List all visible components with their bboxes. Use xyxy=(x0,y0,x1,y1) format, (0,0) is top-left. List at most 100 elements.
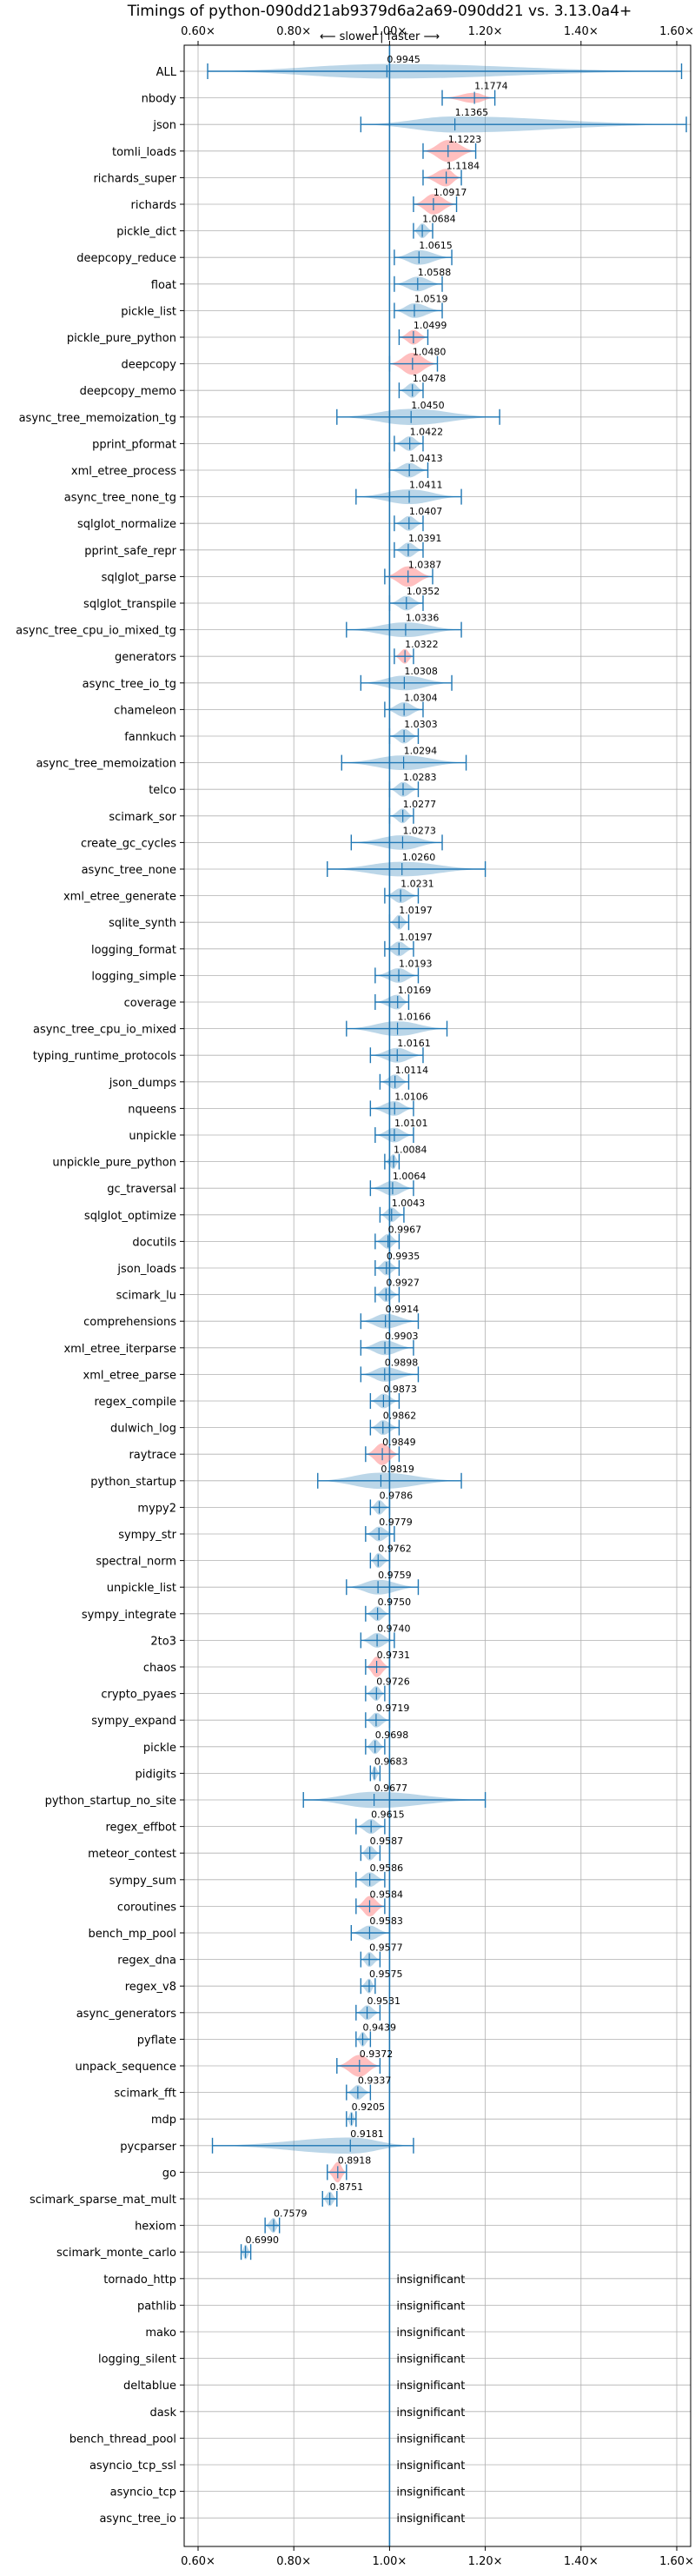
value-label: 0.9181 xyxy=(350,2128,384,2140)
benchmark-name-label: xml_etree_process xyxy=(71,465,176,478)
benchmark-name-label: crypto_pyaes xyxy=(101,1689,176,1702)
benchmark-name-label: pickle_list xyxy=(121,305,176,318)
benchmark-name-label: async_tree_cpu_io_mixed_tg xyxy=(16,625,176,638)
value-label: 0.9575 xyxy=(369,1969,403,1980)
benchmark-name-label: mdp xyxy=(151,2114,176,2127)
value-label: 1.0169 xyxy=(398,985,432,996)
benchmark-name-label: async_generators xyxy=(76,2008,177,2021)
value-label: 0.9967 xyxy=(388,1224,422,1235)
value-label: 1.0283 xyxy=(403,772,437,783)
benchmark-name-label: pycparser xyxy=(120,2141,176,2154)
value-label: 1.0166 xyxy=(398,1012,432,1023)
x-tick-label-bottom: 1.20× xyxy=(468,2555,503,2568)
benchmark-name-label: pprint_safe_repr xyxy=(84,545,176,558)
value-label: 0.9731 xyxy=(377,1650,411,1661)
value-label: 0.9587 xyxy=(370,1836,404,1847)
value-label: 1.0499 xyxy=(414,320,447,331)
value-label: 0.9849 xyxy=(382,1437,416,1448)
benchmark-name-label: coroutines xyxy=(117,1901,176,1914)
value-label: 0.9719 xyxy=(376,1703,410,1714)
benchmark-name-label: async_tree_memoization xyxy=(36,758,176,771)
value-label: 1.0391 xyxy=(408,533,442,544)
benchmark-name-label: asyncio_tcp xyxy=(110,2486,176,2500)
insignificant-label: insignificant xyxy=(396,2513,465,2526)
benchmark-name-label: unpickle xyxy=(129,1130,176,1143)
benchmark-name-label: sympy_integrate xyxy=(82,1609,176,1622)
value-label: 0.6990 xyxy=(246,2234,280,2246)
value-label: 0.9945 xyxy=(387,54,420,65)
benchmark-name-label: scimark_lu xyxy=(116,1290,176,1303)
x-tick-label-top: 0.80× xyxy=(276,25,311,38)
benchmark-name-label: pathlib xyxy=(137,2300,176,2313)
value-label: 1.1223 xyxy=(448,134,482,145)
benchmark-name-label: async_tree_none xyxy=(82,864,176,877)
value-label: 0.9898 xyxy=(385,1357,419,1368)
benchmark-name-label: chameleon xyxy=(114,704,176,717)
value-label: 0.9683 xyxy=(374,1756,408,1767)
value-label: 1.0615 xyxy=(419,240,453,251)
benchmark-name-label: comprehensions xyxy=(83,1316,176,1329)
insignificant-label: insignificant xyxy=(396,2354,465,2367)
value-label: 1.0478 xyxy=(413,373,447,384)
benchmark-name-label: sqlglot_optimize xyxy=(84,1210,176,1223)
value-label: 1.0917 xyxy=(434,187,467,198)
benchmark-name-label: hexiom xyxy=(135,2221,176,2234)
insignificant-label: insignificant xyxy=(396,2300,465,2313)
value-label: 0.9372 xyxy=(360,2048,394,2060)
benchmark-name-label: xml_etree_parse xyxy=(83,1369,176,1382)
benchmark-name-label: meteor_contest xyxy=(88,1848,176,1861)
value-label: 0.9750 xyxy=(378,1597,412,1608)
value-label: 1.0684 xyxy=(422,214,455,225)
x-tick-label-top: 1.20× xyxy=(468,25,503,38)
benchmark-name-label: sqlglot_transpile xyxy=(83,598,176,611)
benchmark-name-label: sympy_expand xyxy=(91,1715,176,1728)
benchmark-name-label: mako xyxy=(145,2327,176,2340)
benchmark-name-label: create_gc_cycles xyxy=(81,837,176,850)
benchmark-name-label: sqlite_synth xyxy=(109,917,176,930)
benchmark-name-label: unpickle_list xyxy=(107,1582,176,1595)
benchmark-name-label: pprint_pformat xyxy=(92,438,176,451)
value-label: 0.9205 xyxy=(352,2101,386,2113)
benchmark-name-label: telco xyxy=(149,784,176,797)
value-label: 1.0407 xyxy=(409,506,443,517)
marks-layer xyxy=(207,45,687,2546)
benchmark-name-label: fannkuch xyxy=(124,731,176,744)
benchmark-name-label: go xyxy=(162,2167,176,2180)
axis-layer: 0.60× 0.60× 0.80× 0.80× 1.00× 1.00× 1.20× 1.20×… xyxy=(16,25,694,2568)
benchmark-name-label: regex_compile xyxy=(94,1396,176,1409)
value-label: 1.0308 xyxy=(404,666,438,677)
value-label: 1.0450 xyxy=(411,400,445,411)
benchmark-name-label: deepcopy xyxy=(121,359,176,372)
benchmark-name-label: bench_mp_pool xyxy=(88,1928,176,1941)
value-label: 0.9584 xyxy=(369,1889,403,1900)
benchmark-name-label: async_tree_memoization_tg xyxy=(19,412,176,425)
value-label: 1.0114 xyxy=(395,1065,429,1076)
insignificant-label: insignificant xyxy=(396,2327,465,2340)
benchmark-name-label: gc_traversal xyxy=(107,1183,176,1196)
value-label: 0.9786 xyxy=(380,1490,414,1501)
x-tick-label-bottom: 1.60× xyxy=(659,2555,694,2568)
insignificant-label: insignificant xyxy=(396,2274,465,2287)
benchmark-name-label: unpickle_pure_python xyxy=(52,1157,176,1170)
benchmark-name-label: sqlglot_parse xyxy=(102,571,176,584)
benchmark-name-label: regex_effbot xyxy=(105,1822,176,1835)
x-tick-label-top: 1.40× xyxy=(564,25,599,38)
value-label: 1.0304 xyxy=(404,692,438,703)
benchmark-name-label: logging_silent xyxy=(98,2354,176,2367)
benchmark-name-label: bench_thread_pool xyxy=(70,2433,176,2446)
benchmark-name-label: nqueens xyxy=(128,1103,176,1116)
benchmark-name-label: tomli_loads xyxy=(112,146,176,159)
value-label: 1.1184 xyxy=(447,160,480,171)
insignificant-label: insignificant xyxy=(396,2433,465,2446)
value-label: 1.0413 xyxy=(409,453,443,464)
benchmark-name-label: pidigits xyxy=(136,1768,177,1781)
value-label: 1.0277 xyxy=(403,799,437,810)
benchmark-name-label: pickle_pure_python xyxy=(67,332,176,345)
value-label: 1.0352 xyxy=(407,586,440,597)
value-label: 0.9914 xyxy=(386,1304,420,1315)
insignificant-label: insignificant xyxy=(396,2407,465,2420)
benchmark-name-label: dask xyxy=(149,2407,176,2420)
benchmark-name-label: logging_simple xyxy=(91,970,176,983)
benchmark-name-label: async_tree_none_tg xyxy=(64,492,176,505)
